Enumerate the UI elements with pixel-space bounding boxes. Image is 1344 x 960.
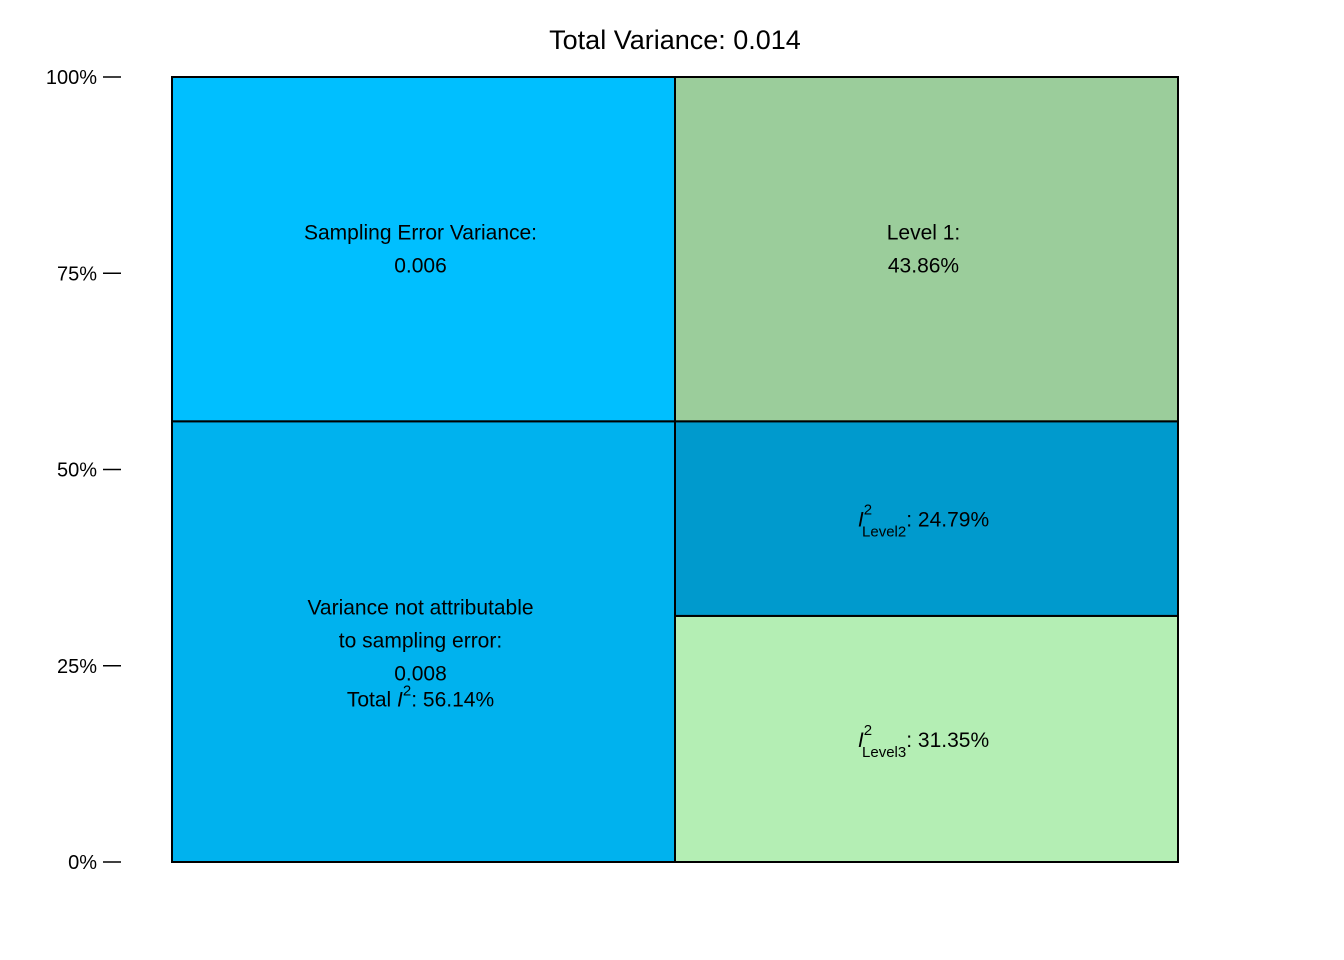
- i2-superscript: 2: [864, 722, 872, 739]
- y-tick-label: 75%: [57, 263, 97, 285]
- segment-not-sampling: [171, 420, 676, 863]
- i2-superscript: 2: [403, 683, 411, 700]
- segment-label-line: 43.86%: [888, 255, 959, 278]
- i2-value: : 56.14%: [411, 689, 494, 712]
- i2-symbol: I: [397, 689, 403, 712]
- segment-label-line: 0.006: [394, 255, 447, 278]
- segment-label-line: Sampling Error Variance:: [304, 222, 537, 245]
- i2-prefix: Total: [347, 689, 397, 712]
- y-tick-label: 100%: [46, 67, 97, 89]
- i2-value: : 31.35%: [906, 729, 989, 752]
- i2-subscript: Level2: [862, 524, 906, 541]
- i2-label: I2 Level3: 31.35%: [858, 722, 989, 761]
- i2-label: Total I2: 56.14%: [347, 683, 494, 712]
- segment-level3: [674, 614, 1179, 864]
- y-tick-label: 0%: [68, 852, 97, 874]
- i2-subscript: Level3: [862, 744, 906, 761]
- i2-symbol: I: [858, 729, 864, 752]
- segment-label-line: Variance not attributable: [307, 597, 533, 620]
- i2-value: : 24.79%: [906, 509, 989, 532]
- i2-symbol: I: [858, 509, 864, 532]
- segment-sampling: [171, 76, 676, 423]
- y-axis: 0% 25% 50% 75% 100%: [46, 67, 121, 874]
- segment-level2: [674, 420, 1179, 617]
- i2-label: I2 Level2: 24.79%: [858, 502, 989, 541]
- y-tick-label: 25%: [57, 656, 97, 678]
- chart-title: Total Variance: 0.014: [549, 25, 801, 55]
- segment-label-line: Level 1:: [887, 222, 961, 245]
- segment-level1: [674, 76, 1179, 423]
- segment-label-line: 0.008: [394, 663, 447, 686]
- i2-superscript: 2: [864, 502, 872, 519]
- y-tick-label: 50%: [57, 460, 97, 482]
- plot-area: Variance not attributable to sampling err…: [171, 76, 1179, 864]
- segment-label-line: to sampling error:: [339, 630, 502, 653]
